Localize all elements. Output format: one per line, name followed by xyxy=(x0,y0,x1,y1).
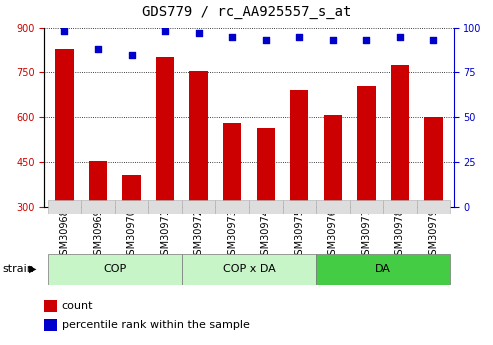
Bar xyxy=(55,49,74,207)
Point xyxy=(295,34,303,39)
Text: percentile rank within the sample: percentile rank within the sample xyxy=(62,321,249,330)
Bar xyxy=(424,117,443,207)
Text: COP x DA: COP x DA xyxy=(223,264,275,274)
Bar xyxy=(316,254,450,285)
Point xyxy=(262,37,270,43)
Bar xyxy=(290,90,309,207)
Bar xyxy=(249,200,282,214)
Bar xyxy=(81,200,115,214)
Bar xyxy=(350,200,383,214)
Bar xyxy=(89,161,107,207)
Bar xyxy=(323,115,342,207)
Bar xyxy=(156,58,175,207)
Text: GDS779 / rc_AA925557_s_at: GDS779 / rc_AA925557_s_at xyxy=(142,5,351,19)
Bar xyxy=(189,71,208,207)
Bar xyxy=(182,200,215,214)
Point xyxy=(61,28,69,34)
Point xyxy=(329,37,337,43)
Text: strain: strain xyxy=(2,264,35,274)
Point xyxy=(161,28,169,34)
Bar xyxy=(417,200,450,214)
Bar xyxy=(148,200,182,214)
Point xyxy=(396,34,404,39)
Bar xyxy=(115,200,148,214)
Point xyxy=(195,30,203,36)
Bar xyxy=(48,200,81,214)
Point xyxy=(94,46,102,52)
Bar xyxy=(357,86,376,207)
Point xyxy=(362,37,370,43)
Point xyxy=(228,34,236,39)
Bar xyxy=(316,200,350,214)
Bar xyxy=(383,200,417,214)
Bar xyxy=(215,200,249,214)
Text: ▶: ▶ xyxy=(29,264,36,274)
Bar xyxy=(282,200,316,214)
Bar xyxy=(48,254,182,285)
Bar xyxy=(390,65,409,207)
Text: count: count xyxy=(62,302,93,311)
Bar xyxy=(223,123,242,207)
Bar xyxy=(256,128,275,207)
Text: COP: COP xyxy=(103,264,126,274)
Bar xyxy=(122,175,141,207)
Point xyxy=(429,37,437,43)
Point xyxy=(128,52,136,57)
Text: DA: DA xyxy=(375,264,391,274)
Bar xyxy=(182,254,316,285)
